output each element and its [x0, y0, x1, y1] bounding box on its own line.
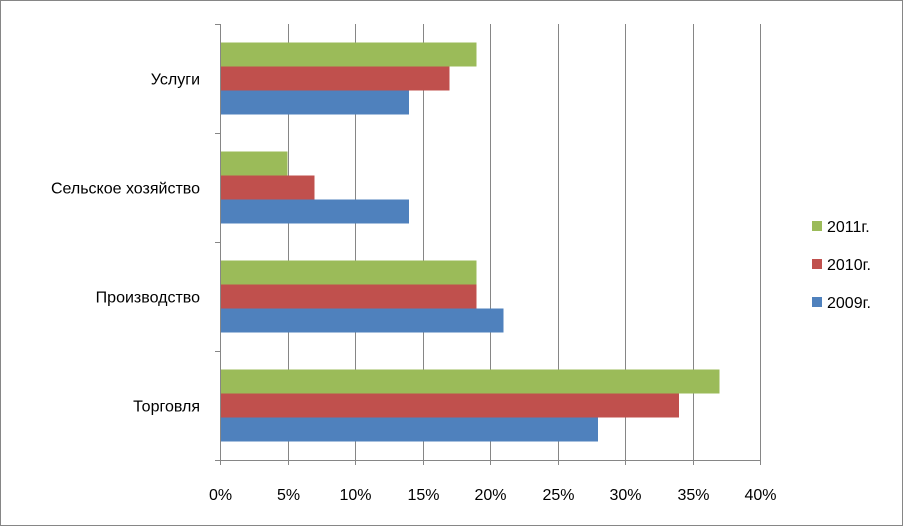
bar — [220, 260, 477, 285]
bar — [220, 175, 315, 200]
x-tick-label: 5% — [277, 487, 300, 504]
x-tick-label: 20% — [474, 487, 506, 504]
legend-label: 2010г. — [827, 257, 871, 274]
x-tick-label: 0% — [209, 487, 232, 504]
x-tick-label: 40% — [744, 487, 776, 504]
category-label: Сельское хозяйство — [51, 181, 200, 198]
bar — [220, 369, 720, 394]
bars — [220, 42, 720, 442]
x-tick-label: 25% — [542, 487, 574, 504]
legend-swatch — [812, 221, 822, 231]
legend: 2011г. 2010г. 2009г. — [812, 219, 871, 312]
legend-swatch — [812, 297, 822, 307]
labels: 0% 5% 10% 15% 20% 25% 30% 35% 40% Торговля Произво… — [51, 72, 777, 505]
bar — [220, 308, 504, 333]
bar — [220, 393, 679, 418]
bar — [220, 199, 409, 224]
bar — [220, 417, 598, 442]
x-tick-label: 10% — [339, 487, 371, 504]
legend-label: 2011г. — [827, 219, 870, 236]
x-tick-label: 15% — [407, 487, 439, 504]
bar — [220, 42, 477, 67]
bar — [220, 151, 288, 176]
legend-swatch — [812, 259, 822, 269]
legend-label: 2009г. — [827, 295, 871, 312]
bar — [220, 66, 450, 91]
x-tick-label: 30% — [609, 487, 641, 504]
bar — [220, 284, 477, 309]
bar — [220, 90, 409, 115]
category-label: Производство — [96, 290, 200, 307]
category-label: Услуги — [151, 72, 200, 89]
axes — [215, 24, 761, 465]
category-label: Торговля — [133, 399, 200, 416]
x-tick-label: 35% — [677, 487, 709, 504]
